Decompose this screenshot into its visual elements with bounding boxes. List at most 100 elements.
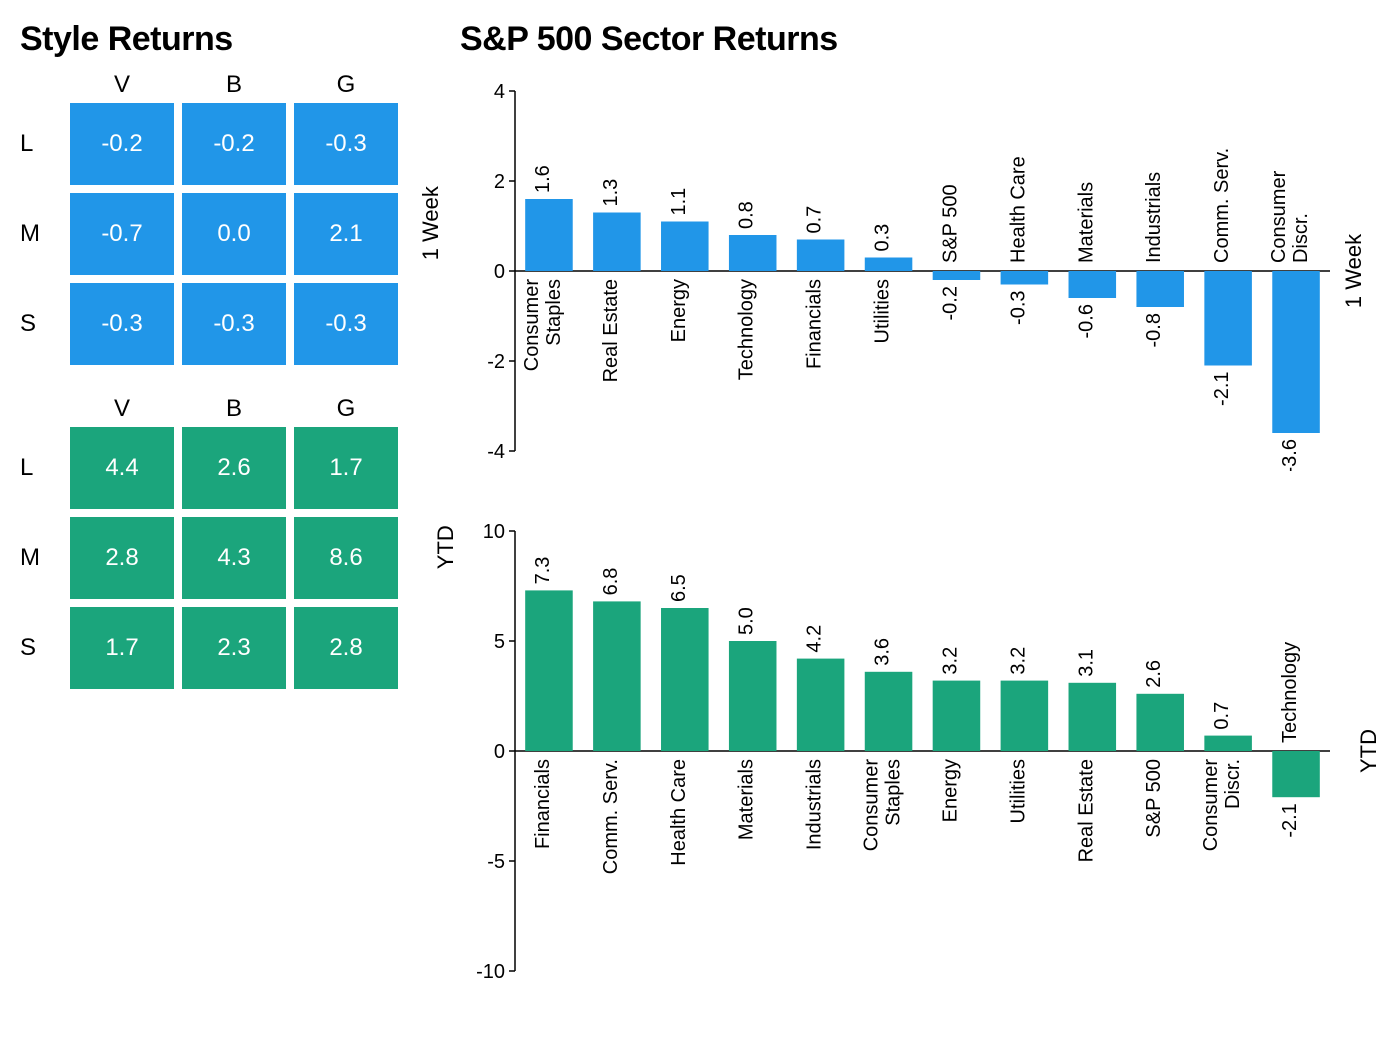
sector-bar-value: 7.3 xyxy=(532,557,554,585)
sector-bar xyxy=(1272,751,1320,797)
sector-bar-label: Industrials xyxy=(1143,172,1165,263)
style-returns-title: Style Returns xyxy=(20,20,440,59)
sector-bar-label: Materials xyxy=(736,759,758,840)
style-cell: -0.2 xyxy=(182,103,286,185)
style-cell: 4.3 xyxy=(182,517,286,599)
sector-bar-value: -2.1 xyxy=(1279,803,1301,837)
sector-bar-label: Financials xyxy=(804,279,826,369)
style-col-header: G xyxy=(294,71,398,103)
style-row-header: L xyxy=(20,454,70,482)
sector-bar xyxy=(865,258,913,272)
sector-bar xyxy=(1069,683,1117,751)
y-tick-label: 2 xyxy=(494,171,505,193)
sector-bar xyxy=(933,271,981,280)
style-col-header: V xyxy=(70,395,174,427)
style-cell: -0.2 xyxy=(70,103,174,185)
style-cell: 1.7 xyxy=(70,607,174,689)
bar-chart-svg: -10-50510Financials7.3Comm. Serv.6.8Heal… xyxy=(460,511,1340,991)
sector-bar-label: Utilities xyxy=(872,279,894,343)
sector-bar-label: S&P 500 xyxy=(1143,759,1165,838)
period-label: YTD xyxy=(433,525,459,569)
sector-bar xyxy=(1001,681,1049,751)
sector-bar xyxy=(933,681,981,751)
y-tick-label: 10 xyxy=(483,521,505,543)
style-cell: 2.1 xyxy=(294,193,398,275)
sector-bar-label: Energy xyxy=(939,759,961,822)
sector-bar-value: 0.7 xyxy=(1211,702,1233,730)
style-row-header: M xyxy=(20,220,70,248)
sector-bar-label: ConsumerStaples xyxy=(861,759,905,852)
sector-bar-label: Real Estate xyxy=(600,279,622,382)
style-cell: 1.7 xyxy=(294,427,398,509)
sector-bar-label: Health Care xyxy=(668,759,690,866)
sector-bar-label: Utilities xyxy=(1007,759,1029,823)
sector-bar-value: -0.8 xyxy=(1143,313,1165,347)
sector-bar xyxy=(729,641,777,751)
y-tick-label: -5 xyxy=(487,851,505,873)
y-tick-label: -4 xyxy=(487,441,505,463)
sector-bar-value: -0.2 xyxy=(939,286,961,320)
sector-bar-value: -3.6 xyxy=(1279,439,1301,471)
y-tick-label: 0 xyxy=(494,741,505,763)
style-cell: -0.3 xyxy=(294,283,398,365)
period-label: 1 Week xyxy=(1341,234,1367,308)
style-cell: 4.4 xyxy=(70,427,174,509)
sector-bar-value: -2.1 xyxy=(1211,372,1233,406)
sector-bar xyxy=(1069,271,1117,298)
sector-bar xyxy=(1204,736,1252,751)
sector-bar-value: -0.6 xyxy=(1075,304,1097,338)
sector-bar-value: 0.3 xyxy=(872,224,894,252)
style-col-header: V xyxy=(70,71,174,103)
style-box-week: VBGL-0.2-0.2-0.3M-0.70.02.1S-0.3-0.3-0.3… xyxy=(20,71,440,365)
sector-bar xyxy=(1001,271,1049,285)
sector-bar xyxy=(525,590,573,751)
sector-bar xyxy=(865,672,913,751)
sector-bar-value: 0.7 xyxy=(804,206,826,234)
sector-bar-value: 3.2 xyxy=(1007,647,1029,675)
y-tick-label: -2 xyxy=(487,351,505,373)
y-tick-label: 4 xyxy=(494,81,505,103)
style-cell: 2.8 xyxy=(294,607,398,689)
sector-bar xyxy=(661,222,709,272)
style-row-header: S xyxy=(20,634,70,662)
sector-bar-label: Comm. Serv. xyxy=(1211,148,1233,263)
sector-bar-value: 1.6 xyxy=(532,165,554,193)
sector-bar-label: ConsumerDiscr. xyxy=(1200,759,1244,852)
sector-bar xyxy=(1204,271,1252,366)
sector-bar-label: Health Care xyxy=(1007,156,1029,263)
sector-bar xyxy=(661,608,709,751)
period-label: 1 Week xyxy=(418,186,444,260)
style-row-header: L xyxy=(20,130,70,158)
sector-bar-label: Materials xyxy=(1075,182,1097,263)
style-cell: 2.8 xyxy=(70,517,174,599)
sector-bar xyxy=(593,601,641,751)
sector-bar-label: Technology xyxy=(1279,642,1301,743)
bar-chart-svg: -4-2024ConsumerStaples1.6Real Estate1.3E… xyxy=(460,71,1340,471)
style-box-ytd: VBGL4.42.61.7M2.84.38.6S1.72.32.8YTD xyxy=(20,395,440,689)
sector-chart-ytd: -10-50510Financials7.3Comm. Serv.6.8Heal… xyxy=(460,511,1369,991)
sector-bar-label: Technology xyxy=(736,279,758,380)
style-col-header: B xyxy=(182,395,286,427)
sector-bar xyxy=(525,199,573,271)
sector-bar-label: Financials xyxy=(532,759,554,849)
sector-bar-label: Energy xyxy=(668,279,690,342)
sector-bar-value: 3.2 xyxy=(939,647,961,675)
style-col-header: B xyxy=(182,71,286,103)
sector-bar xyxy=(1272,271,1320,433)
sector-bar-value: 2.6 xyxy=(1143,660,1165,688)
sector-returns-title: S&P 500 Sector Returns xyxy=(460,20,1369,59)
style-col-header: G xyxy=(294,395,398,427)
style-cell: 0.0 xyxy=(182,193,286,275)
style-row-header: S xyxy=(20,310,70,338)
style-cell: -0.7 xyxy=(70,193,174,275)
y-tick-label: 0 xyxy=(494,261,505,283)
sector-bar xyxy=(593,213,641,272)
style-cell: 2.6 xyxy=(182,427,286,509)
style-cell: -0.3 xyxy=(182,283,286,365)
sector-bar-value: 3.6 xyxy=(872,638,894,666)
sector-bar xyxy=(797,240,845,272)
sector-bar-value: 5.0 xyxy=(736,607,758,635)
sector-bar xyxy=(1136,271,1184,307)
sector-bar-value: -0.3 xyxy=(1007,291,1029,325)
period-label: YTD xyxy=(1356,729,1382,773)
